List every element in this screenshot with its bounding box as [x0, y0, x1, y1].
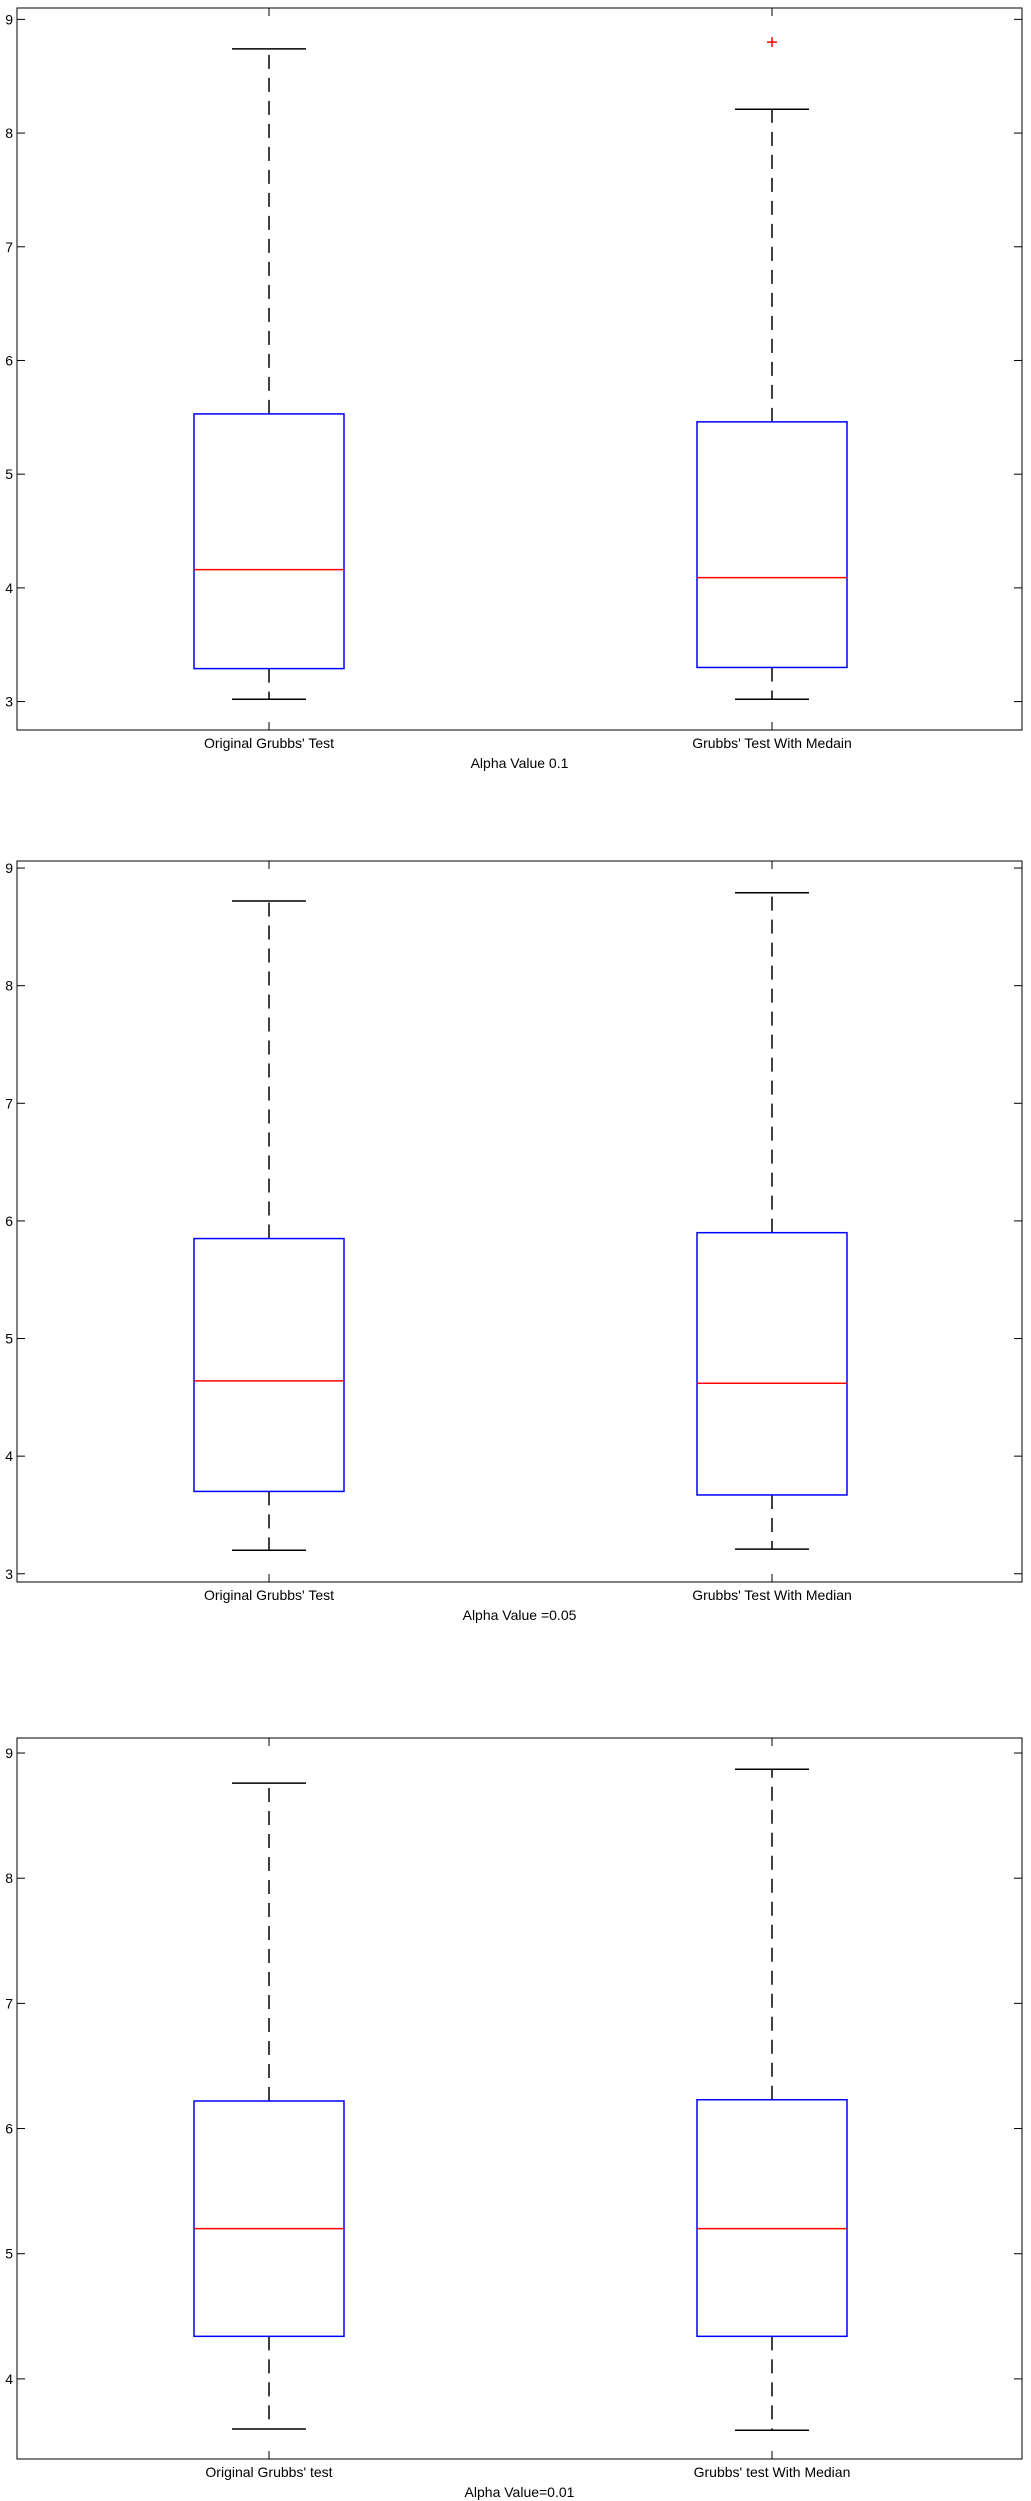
y-tick-label: 9	[5, 1745, 13, 1761]
axes-frame	[16, 1737, 1023, 2460]
y-tick-label: 4	[5, 2371, 13, 2387]
y-tick-label: 8	[5, 1870, 13, 1886]
box-2	[696, 37, 848, 701]
box-1	[193, 1782, 345, 2430]
box-iqr	[696, 1231, 848, 1496]
y-tick-label: 5	[5, 2246, 13, 2262]
x-category-label: Grubbs' test With Median	[694, 2464, 851, 2480]
y-tick-label: 3	[5, 1566, 13, 1582]
box-plot-panel-1: 3 4 5 6 7 8 9 Original Grubbs' Test Grubbs' Test…	[5, 7, 1023, 771]
x-category-label: Grubbs' Test With Medain	[692, 735, 852, 751]
box-iqr	[696, 421, 848, 669]
x-axis-label: Alpha Value=0.01	[465, 2484, 575, 2500]
y-tick-label: 7	[5, 239, 13, 255]
x-axis-label: Alpha Value 0.1	[471, 755, 569, 771]
axes-frame	[16, 7, 1023, 731]
y-tick-label: 9	[5, 860, 13, 876]
y-tick-label: 4	[5, 580, 13, 596]
x-category-label: Original Grubbs' test	[205, 2464, 332, 2480]
y-tick-label: 6	[5, 1213, 13, 1229]
x-axis-label: Alpha Value =0.05	[463, 1607, 577, 1623]
box-plot-panel-2: 3 4 5 6 7 8 9 Original Grubbs' Test Grubbs' Test…	[5, 860, 1023, 1623]
box-iqr	[193, 1237, 345, 1493]
x-category-label: Original Grubbs' Test	[204, 735, 334, 751]
y-tick-label: 5	[5, 466, 13, 482]
y-tick-label: 8	[5, 125, 13, 141]
box-2	[696, 892, 848, 1550]
y-tick-label: 3	[5, 694, 13, 710]
box-iqr	[696, 2099, 848, 2338]
box-1	[193, 48, 345, 701]
y-tick-label: 9	[5, 11, 13, 27]
y-tick-label: 4	[5, 1448, 13, 1464]
y-tick-label: 7	[5, 1995, 13, 2011]
box-2	[696, 1768, 848, 2431]
y-tick-label: 7	[5, 1095, 13, 1111]
box-1	[193, 900, 345, 1551]
box-iqr	[193, 413, 345, 670]
y-tick-label: 6	[5, 352, 13, 368]
axes-frame	[16, 860, 1023, 1583]
x-category-label: Original Grubbs' Test	[204, 1587, 334, 1603]
y-tick-label: 8	[5, 978, 13, 994]
box-plot-panel-3: 4 5 6 7 8 9 Original Grubbs' test Grubbs' test …	[5, 1737, 1023, 2500]
x-category-label: Grubbs' Test With Median	[692, 1587, 852, 1603]
outlier-marker	[767, 37, 777, 48]
box-iqr	[193, 2100, 345, 2338]
y-tick-label: 6	[5, 2121, 13, 2137]
y-tick-label: 5	[5, 1331, 13, 1347]
